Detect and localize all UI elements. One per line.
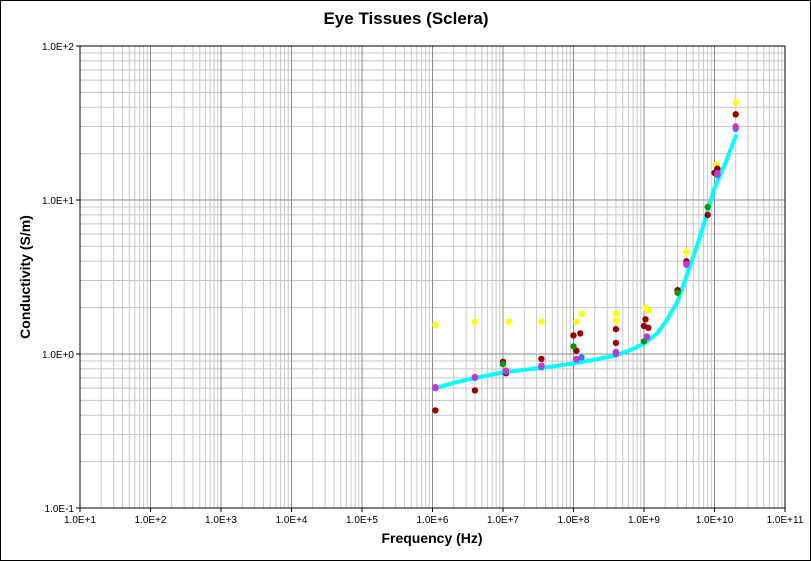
x-tick-label: 1.0E+5 — [346, 515, 378, 526]
green-data-point — [674, 289, 681, 296]
dark-red-data-point — [612, 339, 620, 347]
x-tick-label: 1.0E+7 — [487, 515, 519, 526]
magenta-data-point — [683, 260, 690, 267]
yellow-data-point — [573, 318, 580, 325]
yellow-data-point — [505, 318, 512, 325]
x-tick-label: 1.0E+1 — [64, 515, 96, 526]
x-axis-title: Frequency (Hz) — [381, 530, 482, 546]
magenta-data-point — [612, 349, 620, 356]
dark-red-data-point — [570, 332, 577, 339]
y-tick-label: 1.0E+1 — [42, 196, 74, 207]
x-tick-label: 1.0E+3 — [205, 515, 237, 526]
data-points-layer — [432, 99, 739, 414]
magenta-data-point — [732, 123, 739, 130]
magenta-data-point — [573, 355, 580, 363]
x-tick-label: 1.0E+2 — [135, 515, 167, 526]
yellow-data-point — [612, 310, 620, 317]
dark-red-data-point — [577, 330, 584, 337]
dark-red-data-point — [612, 325, 620, 333]
dark-red-data-point — [432, 407, 439, 414]
yellow-data-point — [578, 310, 585, 318]
magenta-data-point — [432, 383, 439, 391]
y-tick-label: 1.0E+0 — [42, 350, 74, 361]
x-tick-label: 1.0E+8 — [558, 515, 590, 526]
yellow-data-point — [732, 99, 739, 106]
magenta-data-point — [714, 169, 721, 177]
magenta-data-point — [502, 367, 510, 374]
dark-red-data-point — [471, 387, 479, 394]
chart-title: Eye Tissues (Sclera) — [323, 9, 488, 28]
fit-curve-layer — [433, 134, 738, 391]
green-data-point — [499, 360, 507, 368]
x-tick-label: 1.0E+11 — [767, 515, 804, 526]
yellow-data-point — [538, 318, 545, 325]
y-axis-title: Conductivity (S/m) — [17, 215, 33, 339]
magenta-data-point — [538, 362, 545, 369]
grid-lines — [79, 45, 786, 509]
x-tick-label: 1.0E+6 — [417, 515, 449, 526]
dark-red-data-point — [704, 211, 711, 219]
yellow-data-point — [612, 317, 620, 324]
x-tick-label: 1.0E+9 — [628, 515, 660, 526]
y-tick-label: 1.0E+2 — [42, 42, 74, 53]
green-data-point — [570, 343, 577, 350]
x-tick-label: 1.0E+4 — [276, 515, 308, 526]
yellow-data-point — [683, 248, 690, 256]
yellow-data-point — [471, 318, 479, 325]
fit-curve — [433, 134, 738, 391]
green-data-point — [704, 203, 711, 211]
blue-data-point — [578, 354, 585, 361]
dark-red-data-point — [642, 316, 649, 323]
magenta-data-point — [471, 373, 479, 381]
yellow-data-point — [432, 321, 439, 328]
dark-red-data-point — [732, 111, 739, 118]
dark-red-data-point — [538, 355, 545, 363]
tick-labels: 1.0E+1 1.0E+2 1.0E+3 1.0E+4 1.0E+5 1.0E+6 1.0E… — [42, 42, 804, 526]
x-tick-label: 1.0E+10 — [696, 515, 734, 526]
y-tick-label: 1.0E-1 — [45, 504, 75, 515]
yellow-data-point — [645, 307, 652, 314]
magenta-data-point — [643, 333, 651, 340]
dark-red-data-point — [645, 324, 652, 331]
